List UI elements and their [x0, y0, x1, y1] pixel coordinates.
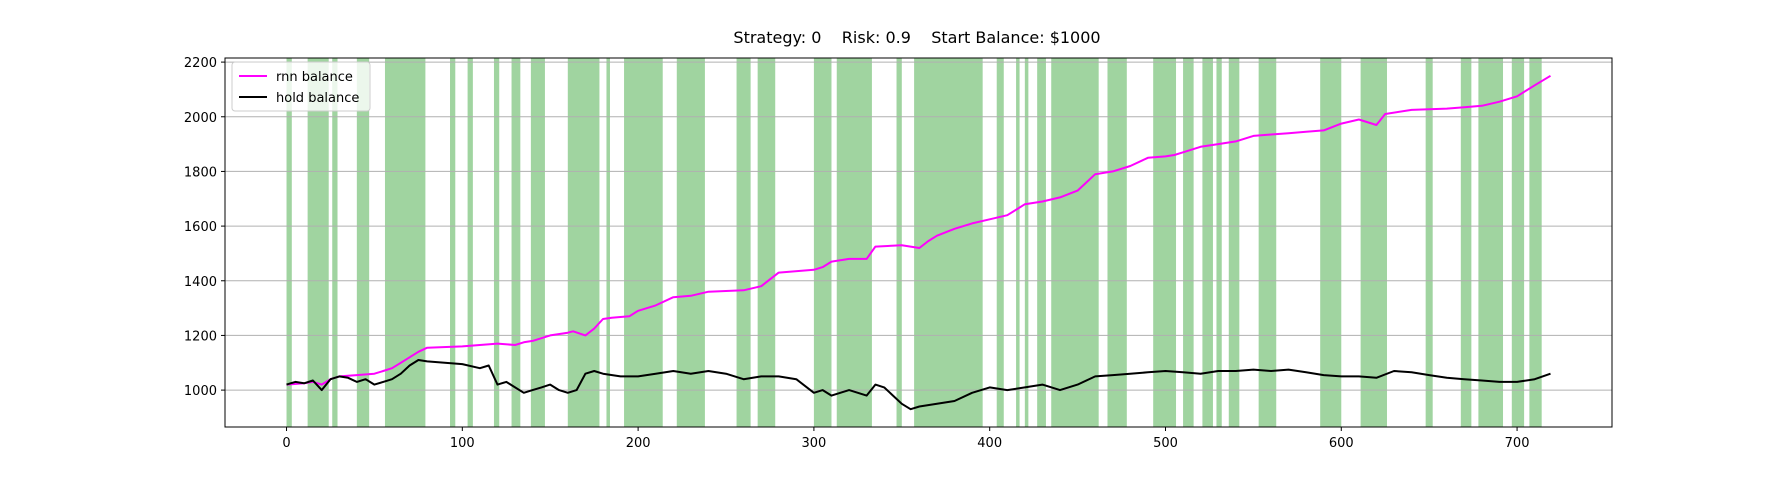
trade-span — [1460, 58, 1472, 427]
trade-span — [996, 58, 1004, 427]
legend: rnn balance hold balance — [231, 61, 371, 112]
legend-box — [231, 61, 371, 112]
trade-span — [1228, 58, 1240, 427]
trade-span — [332, 58, 338, 427]
trade-span — [836, 58, 872, 427]
trade-span — [1529, 58, 1542, 427]
y-tick-label: 2200 — [184, 56, 217, 71]
trade-span — [676, 58, 705, 427]
y-tick-label: 1800 — [184, 165, 217, 180]
trade-span — [1216, 58, 1222, 427]
trade-span — [1202, 58, 1213, 427]
x-tick-label: 0 — [282, 436, 290, 451]
trade-span — [307, 58, 329, 427]
y-tick-label: 1000 — [184, 384, 217, 399]
trade-span — [511, 58, 521, 427]
trade-span — [286, 58, 292, 427]
trade-span — [1320, 58, 1342, 427]
x-axis: 0 100 200 300 400 500 600 700 — [282, 427, 1529, 451]
trade-span — [1016, 58, 1020, 427]
y-axis: 1000 1200 1400 1600 1800 2000 2200 — [184, 56, 225, 399]
hold-balance-line — [286, 359, 1551, 411]
trade-span — [1360, 58, 1387, 427]
trade-span — [1153, 58, 1177, 427]
legend-label-rnn: rnn balance — [276, 70, 353, 85]
y-tick-label: 2000 — [184, 111, 217, 126]
x-tick-label: 600 — [1329, 436, 1354, 451]
trade-span — [1478, 58, 1504, 427]
legend-label-hold: hold balance — [276, 91, 359, 106]
trade-span — [493, 58, 500, 427]
x-tick-label: 700 — [1505, 436, 1530, 451]
x-tick-label: 500 — [1153, 436, 1178, 451]
trade-span — [467, 58, 473, 427]
x-tick-label: 300 — [801, 436, 826, 451]
trade-span — [624, 58, 663, 427]
series — [286, 74, 1552, 411]
trade-span — [1511, 58, 1525, 427]
trade-span — [606, 58, 610, 427]
trade-span — [1024, 58, 1029, 427]
trade-spans — [286, 58, 1542, 427]
trade-span — [384, 58, 426, 427]
trade-span — [356, 58, 370, 427]
grid — [225, 61, 1612, 391]
trade-span — [736, 58, 751, 427]
trade-span — [450, 58, 456, 427]
trade-span — [1051, 58, 1099, 427]
trade-span — [1037, 58, 1046, 427]
y-tick-label: 1600 — [184, 220, 217, 235]
trade-span — [530, 58, 545, 427]
x-tick-label: 200 — [626, 436, 651, 451]
trade-span — [1425, 58, 1433, 427]
trade-span — [914, 58, 983, 427]
trade-span — [1183, 58, 1194, 427]
trade-span — [1258, 58, 1277, 427]
x-tick-label: 100 — [450, 436, 475, 451]
y-tick-label: 1400 — [184, 275, 217, 290]
chart-title: Strategy: 0 Risk: 0.9 Start Balance: $10… — [733, 28, 1100, 47]
trade-span — [813, 58, 832, 427]
trade-span — [896, 58, 902, 427]
trade-span — [567, 58, 600, 427]
trade-span — [757, 58, 776, 427]
y-tick-label: 1200 — [184, 329, 217, 344]
trade-span — [1107, 58, 1127, 427]
plot-frame — [224, 57, 1613, 428]
rnn-balance-line — [286, 74, 1552, 386]
x-tick-label: 400 — [977, 436, 1002, 451]
